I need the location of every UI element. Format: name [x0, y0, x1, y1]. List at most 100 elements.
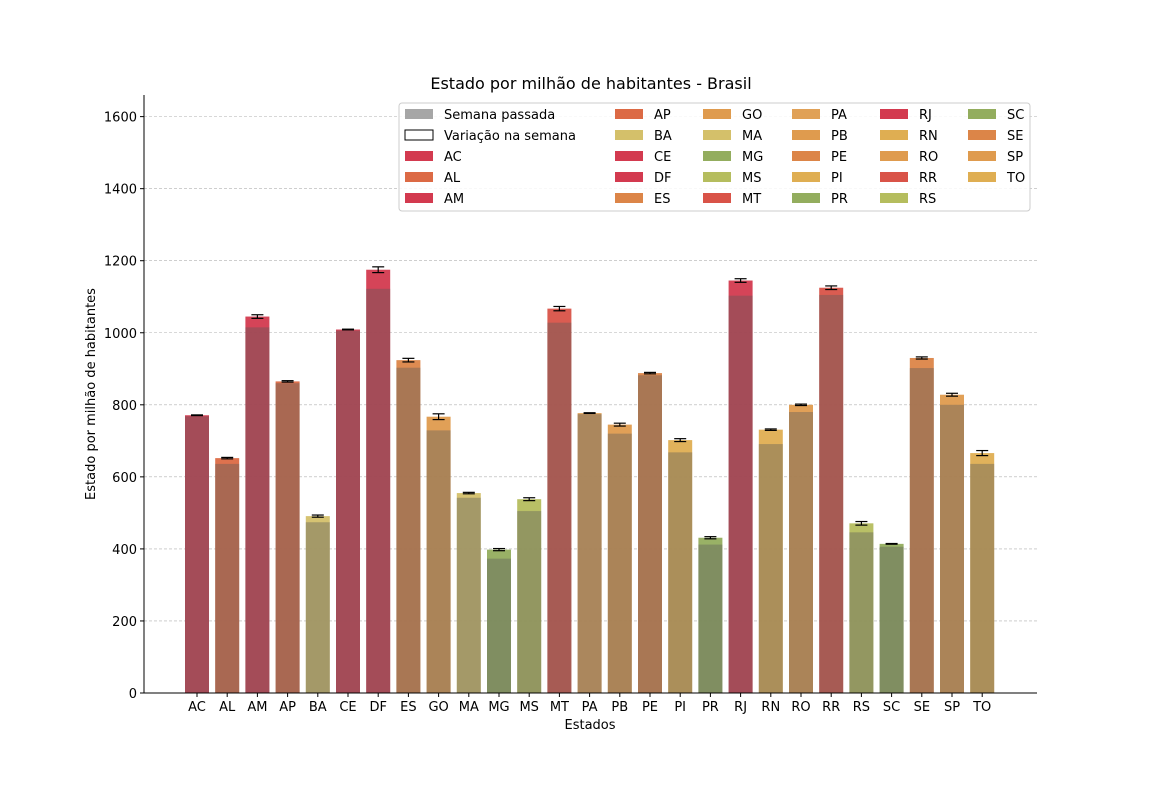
bar-last-week [487, 558, 511, 693]
legend-label: SE [1007, 129, 1023, 144]
bar-current [215, 458, 240, 693]
bar-last-week [426, 430, 451, 693]
legend-label: Variação na semana [444, 129, 576, 144]
legend-label: AM [444, 192, 464, 207]
bar-last-week [909, 368, 934, 693]
bar-last-week [638, 375, 662, 693]
x-tick-label: AC [188, 700, 206, 715]
legend-label: MA [742, 129, 762, 144]
bar-current [185, 415, 209, 693]
bar-last-week [970, 463, 995, 693]
bar-current [909, 357, 934, 693]
x-tick-label: CE [339, 700, 356, 715]
legend-label: PA [831, 108, 847, 123]
legend-swatch [703, 193, 731, 203]
bar-current [819, 287, 844, 693]
legend-swatch [405, 193, 433, 203]
bar-current [849, 523, 874, 693]
y-tick-label: 1200 [104, 255, 137, 270]
x-tick-label: MT [550, 700, 569, 715]
bar-last-week [366, 288, 391, 693]
x-tick-label: RS [853, 700, 870, 715]
y-tick-label: 200 [112, 615, 137, 630]
legend-swatch [615, 109, 643, 119]
bar-current [366, 269, 391, 693]
legend-label: MG [742, 150, 763, 165]
bar-current [698, 537, 723, 693]
legend-swatch [968, 130, 996, 140]
x-tick-label: MG [488, 700, 509, 715]
legend-swatch [615, 151, 643, 161]
x-tick-label: DF [369, 700, 387, 715]
bar-last-week [547, 322, 572, 693]
legend-swatch [968, 151, 996, 161]
y-tick-label: 600 [112, 471, 137, 486]
bars [185, 266, 995, 693]
chart-title: Estado por milhão de habitantes - Brasil [430, 74, 751, 93]
bar-current [275, 381, 300, 693]
bar-current [487, 549, 511, 693]
legend-label: PB [831, 129, 848, 144]
bar-current [517, 499, 542, 693]
bar-current [728, 280, 753, 693]
x-tick-label: MA [459, 700, 479, 715]
legend-label: PI [831, 171, 843, 186]
legend-swatch [405, 109, 433, 119]
legend-swatch [968, 109, 996, 119]
bar-current [607, 424, 632, 693]
bar-current [336, 329, 360, 693]
x-tick-label: PB [611, 700, 628, 715]
bar-last-week [456, 497, 481, 693]
y-axis-label: Estado por milhão de habitantes [84, 288, 99, 500]
legend-swatch [880, 151, 908, 161]
x-tick-label: MS [519, 700, 538, 715]
legend-swatch [792, 193, 820, 203]
x-tick-label: PE [642, 700, 658, 715]
x-tick-label: RO [791, 700, 810, 715]
bar-current [547, 308, 572, 693]
legend-swatch [405, 172, 433, 182]
x-tick-label: AP [279, 700, 296, 715]
legend-swatch [968, 172, 996, 182]
y-tick-label: 1400 [104, 183, 137, 198]
bar-last-week [245, 327, 270, 693]
x-tick-label: GO [428, 700, 448, 715]
legend-label: RR [919, 171, 937, 186]
y-tick-label: 0 [129, 687, 137, 702]
y-tick-label: 400 [112, 543, 137, 558]
bar-last-week [607, 433, 632, 693]
bar-last-week [819, 294, 844, 693]
x-tick-label: RJ [734, 700, 747, 715]
bar-last-week [728, 295, 753, 693]
legend-label: TO [1006, 171, 1025, 186]
bar-current [426, 416, 451, 693]
x-tick-label: PR [702, 700, 719, 715]
bar-current [879, 543, 904, 693]
bar-current [668, 440, 693, 693]
x-tick-label: SE [914, 700, 930, 715]
legend-swatch [880, 109, 908, 119]
legend-label: SC [1007, 108, 1024, 123]
bar-current [970, 453, 995, 693]
bar-last-week [758, 444, 783, 693]
legend-label: PE [831, 150, 847, 165]
bar-current [940, 394, 964, 693]
legend-swatch [880, 193, 908, 203]
legend-label: SP [1007, 150, 1023, 165]
x-tick-label: SC [883, 700, 900, 715]
x-tick-label: RR [822, 700, 840, 715]
y-tick-label: 1000 [104, 327, 137, 342]
legend-label: AC [444, 150, 462, 165]
legend-swatch [703, 172, 731, 182]
legend-swatch [615, 130, 643, 140]
x-tick-label: AL [219, 700, 236, 715]
legend-label: MT [742, 192, 761, 207]
legend-swatch [880, 172, 908, 182]
y-tick-label: 1600 [104, 111, 137, 126]
legend-swatch [405, 151, 433, 161]
legend-label: RJ [919, 108, 932, 123]
legend-label: PR [831, 192, 848, 207]
legend-label: RS [919, 192, 936, 207]
legend-swatch [615, 193, 643, 203]
